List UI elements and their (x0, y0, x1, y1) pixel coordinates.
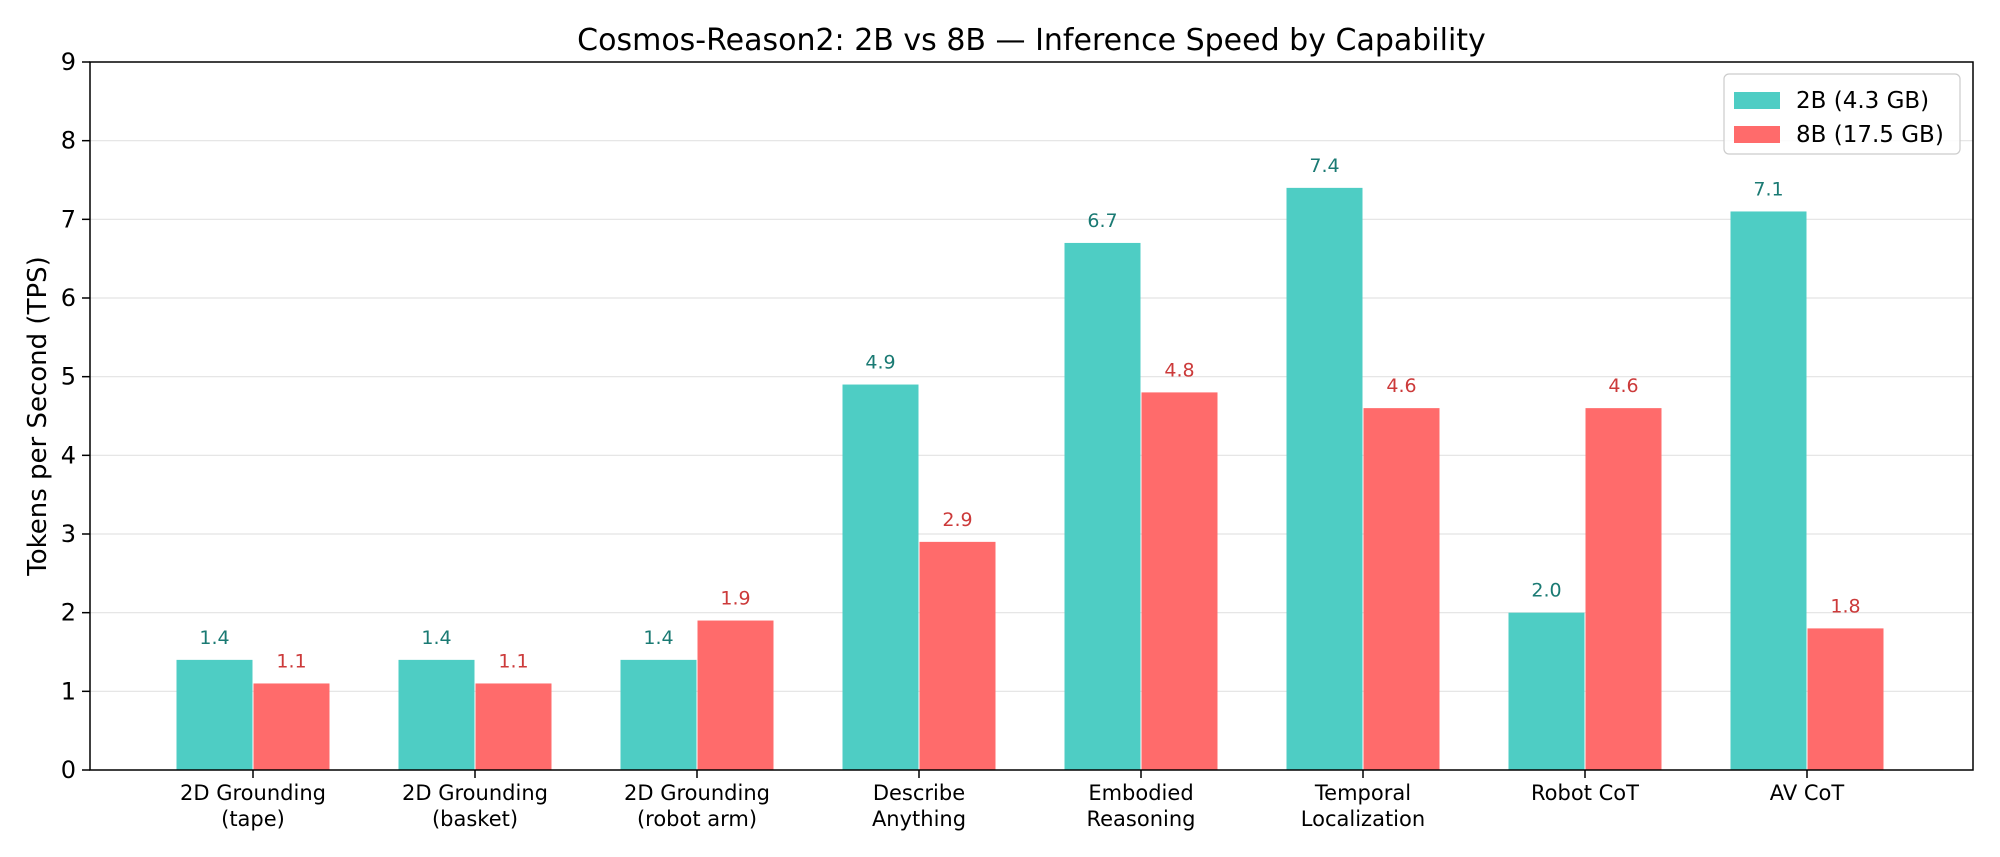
data-label: 1.9 (720, 588, 750, 610)
data-label: 1.4 (421, 627, 451, 649)
data-label: 1.4 (643, 627, 673, 649)
y-tick-label: 5 (61, 363, 76, 391)
data-label: 1.8 (1830, 595, 1860, 617)
data-label: 4.8 (1164, 359, 1194, 381)
x-tick-label: 2D Grounding (tape) (180, 781, 326, 831)
x-axis-ticks: 2D Grounding (tape) 2D Grounding (basket) 2D… (180, 770, 1844, 831)
data-label: 4.9 (865, 352, 895, 374)
legend-box (1723, 73, 1961, 155)
data-label: 2.0 (1531, 580, 1561, 602)
bar-8b (1585, 408, 1662, 770)
grid-lines (90, 140, 1973, 692)
x-tick-label: 2D Grounding (robot arm) (624, 781, 770, 831)
data-label: 1.1 (276, 650, 306, 672)
bar-8b (1363, 408, 1440, 770)
bar-2b (1508, 612, 1585, 770)
x-tick-label: Temporal Localization (1301, 781, 1425, 831)
bar-8b (1141, 392, 1218, 770)
y-tick-label: 1 (61, 677, 76, 705)
legend: 2B (4.3 GB) 8B (17.5 GB) (1723, 73, 1961, 155)
bar-2b (176, 659, 253, 770)
x-tick-label: Embodied Reasoning (1086, 781, 1195, 831)
value-labels: 1.4 1.1 1.4 1.1 1.4 1.9 4.9 2.9 6.7 4.8 7.4 4.6 2.0 4… (199, 155, 1860, 673)
bar-8b (475, 683, 552, 770)
legend-label: 2B (4.3 GB) (1796, 88, 1929, 114)
bar-8b (919, 541, 996, 770)
x-tick-label: 2D Grounding (basket) (402, 781, 548, 831)
y-tick-label: 9 (61, 48, 76, 76)
data-label: 7.1 (1753, 178, 1783, 200)
data-label: 4.6 (1386, 375, 1416, 397)
legend-swatch (1734, 126, 1780, 143)
data-label: 6.7 (1087, 210, 1117, 232)
data-label: 1.4 (199, 627, 229, 649)
data-label: 2.9 (942, 509, 972, 531)
data-label: 1.1 (498, 650, 528, 672)
y-tick-label: 6 (61, 284, 76, 312)
bar-2b (842, 384, 919, 770)
y-tick-label: 3 (61, 520, 76, 548)
bar-2b (1730, 211, 1807, 770)
plot-frame (89, 61, 1974, 771)
bar-8b (697, 620, 774, 770)
bar-2b (1286, 187, 1363, 770)
y-tick-label: 2 (61, 599, 76, 627)
y-tick-label: 4 (61, 441, 76, 469)
legend-swatch (1734, 92, 1780, 109)
y-axis-label: Tokens per Second (TPS) (23, 256, 53, 577)
y-tick-label: 8 (61, 127, 76, 155)
legend-label: 8B (17.5 GB) (1796, 122, 1944, 148)
bar-2b (1064, 242, 1141, 770)
y-axis-ticks: 0 1 2 3 4 5 6 7 8 9 (61, 48, 90, 784)
y-tick-label: 0 (61, 756, 76, 784)
data-label: 4.6 (1608, 375, 1638, 397)
bar-8b (1807, 628, 1884, 770)
x-tick-label: Describe Anything (872, 781, 966, 831)
bar-8b (253, 683, 330, 770)
chart-title: Cosmos-Reason2: 2B vs 8B — Inference Spe… (577, 23, 1486, 58)
bar-2b (398, 659, 475, 770)
data-label: 7.4 (1309, 155, 1339, 177)
y-tick-label: 7 (61, 205, 76, 233)
x-tick-label: Robot CoT (1531, 781, 1639, 805)
bars (176, 187, 1884, 770)
bar-2b (620, 659, 697, 770)
x-tick-label: AV CoT (1770, 781, 1845, 805)
